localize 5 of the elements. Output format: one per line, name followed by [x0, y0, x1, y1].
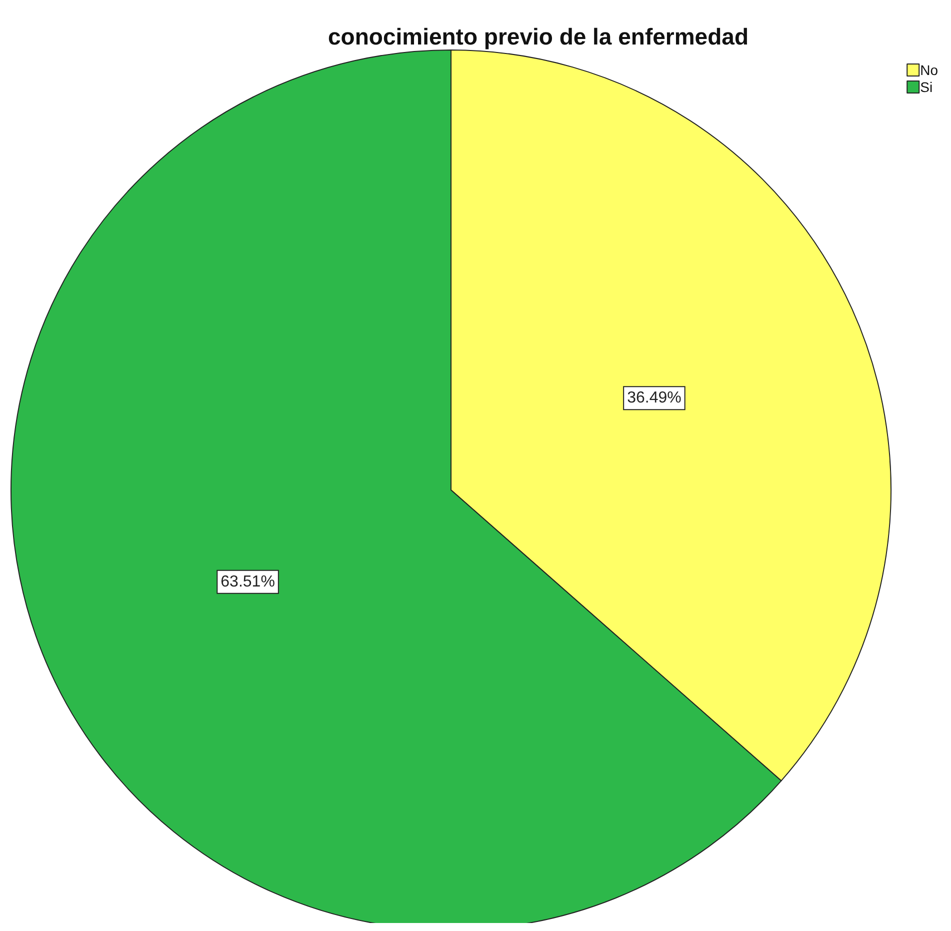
chart-title: conocimiento previo de la enfermedad: [328, 24, 748, 50]
data-label: 63.51%: [220, 573, 275, 590]
data-label: 36.49%: [627, 390, 682, 407]
legend-label: No: [920, 62, 938, 78]
legend-label: Si: [920, 79, 933, 95]
